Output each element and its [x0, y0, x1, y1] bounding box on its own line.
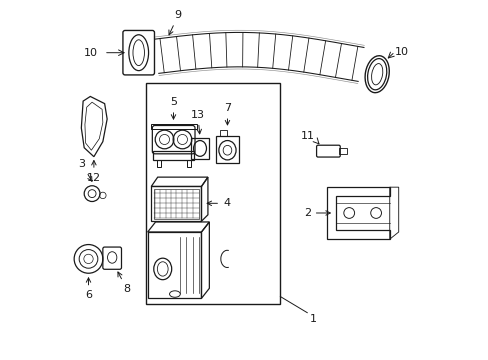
Text: 5: 5: [170, 97, 177, 119]
Bar: [154, 189, 198, 219]
Text: 6: 6: [85, 278, 92, 301]
Bar: [151, 186, 201, 221]
Text: 7: 7: [224, 103, 230, 125]
Bar: [156, 159, 161, 167]
Text: 10: 10: [394, 47, 408, 57]
Text: 8: 8: [118, 272, 130, 294]
Text: 10: 10: [83, 48, 97, 58]
Bar: [147, 232, 201, 298]
Bar: [190, 138, 209, 159]
Bar: [151, 124, 196, 129]
Bar: [153, 151, 194, 160]
Bar: [215, 136, 239, 163]
Text: 9: 9: [168, 10, 182, 35]
Text: 3: 3: [79, 159, 92, 181]
Text: 11: 11: [301, 131, 314, 140]
Text: 1: 1: [309, 315, 316, 324]
Text: 13: 13: [190, 110, 204, 134]
Text: 12: 12: [87, 161, 101, 183]
Bar: [145, 83, 280, 304]
Text: 2: 2: [303, 208, 329, 218]
Text: 4: 4: [207, 198, 230, 208]
Bar: [220, 130, 227, 136]
Bar: [338, 148, 346, 154]
Bar: [187, 159, 191, 167]
